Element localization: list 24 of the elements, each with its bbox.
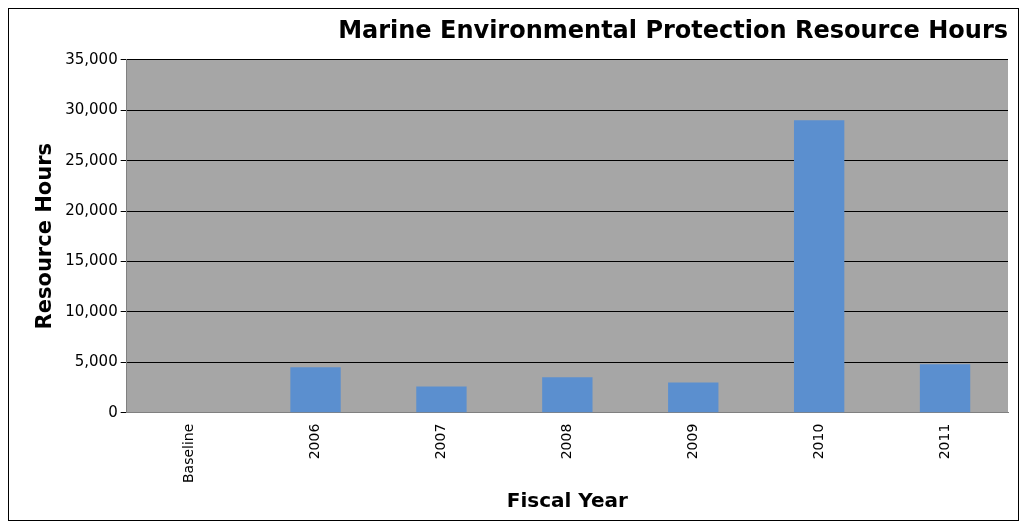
x-tick-label: 2008: [557, 423, 574, 460]
bar: [668, 382, 719, 413]
bar: [542, 377, 593, 413]
bar: [416, 386, 467, 413]
x-tick-label: 2011: [935, 423, 952, 460]
x-tick-label: 2007: [432, 423, 449, 460]
x-tick-label: 2009: [683, 423, 700, 460]
y-tick-label: 20,000: [65, 200, 118, 219]
bar: [919, 364, 971, 413]
chart-title: Marine Environmental Protection Resource Hours: [338, 15, 1008, 44]
x-tick-label: 2010: [809, 423, 826, 460]
y-tick-label: 10,000: [65, 301, 118, 320]
x-tick-label: 2006: [306, 423, 323, 460]
x-axis-title: Fiscal Year: [506, 488, 629, 513]
y-tick-label: 5,000: [74, 352, 118, 371]
bar: [290, 367, 341, 413]
y-axis-title: Resource Hours: [32, 142, 57, 330]
y-tick-label: 30,000: [65, 100, 118, 119]
x-tick-label: Baseline: [180, 423, 197, 483]
y-tick-label: 35,000: [65, 49, 118, 68]
bar: [793, 120, 845, 413]
y-tick-label: 25,000: [65, 150, 118, 169]
y-tick-label: 0: [108, 402, 118, 421]
y-tick-label: 15,000: [65, 251, 118, 270]
